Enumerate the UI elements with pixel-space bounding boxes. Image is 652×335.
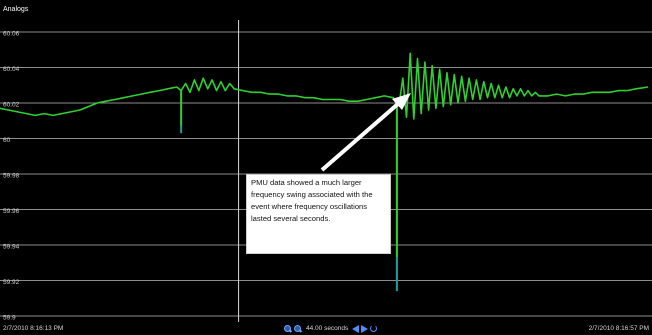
y-tick-label: 60.02 — [3, 102, 20, 109]
time-span-label: 44.00 seconds — [306, 325, 349, 332]
frequency-plot[interactable]: 60.06 60.04 60.02 60 59.98 59.96 59.94 59.92 59.… — [0, 20, 652, 322]
annotation-arrow — [320, 101, 401, 172]
zoom-in-icon[interactable] — [284, 324, 292, 333]
y-tick-label: 59.98 — [3, 173, 20, 180]
y-tick-label: 60.06 — [3, 31, 20, 38]
refresh-icon[interactable] — [370, 324, 378, 333]
y-tick-label: 60.04 — [3, 66, 20, 73]
y-tick-label: 59.92 — [3, 279, 20, 286]
panel-title: Analogs — [0, 0, 652, 20]
start-time-label: 2/7/2010 8:16:13 PM — [3, 325, 64, 332]
y-tick-label: 59.9 — [3, 315, 16, 322]
y-tick-label: 59.96 — [3, 208, 20, 215]
annotation-box: PMU data showed a much larger frequency … — [246, 174, 391, 254]
y-tick-label: 59.94 — [3, 244, 20, 251]
arrow-right-icon[interactable] — [361, 324, 369, 333]
zoom-out-icon[interactable] — [294, 324, 302, 333]
time-nav-controls: 44.00 seconds — [284, 323, 378, 334]
end-time-label: 2/7/2010 8:16:57 PM — [588, 325, 649, 332]
frequency-series-line — [0, 52, 649, 120]
frequency-chart-svg: 60.06 60.04 60.02 60 59.98 59.96 59.94 59.92 59.… — [0, 20, 652, 322]
time-navigation-bar: 2/7/2010 8:16:13 PM 44.00 seconds 2/7/20… — [0, 322, 652, 335]
y-tick-label: 60 — [3, 137, 11, 144]
arrow-left-icon[interactable] — [352, 324, 360, 333]
annotation-arrowhead — [392, 93, 411, 110]
